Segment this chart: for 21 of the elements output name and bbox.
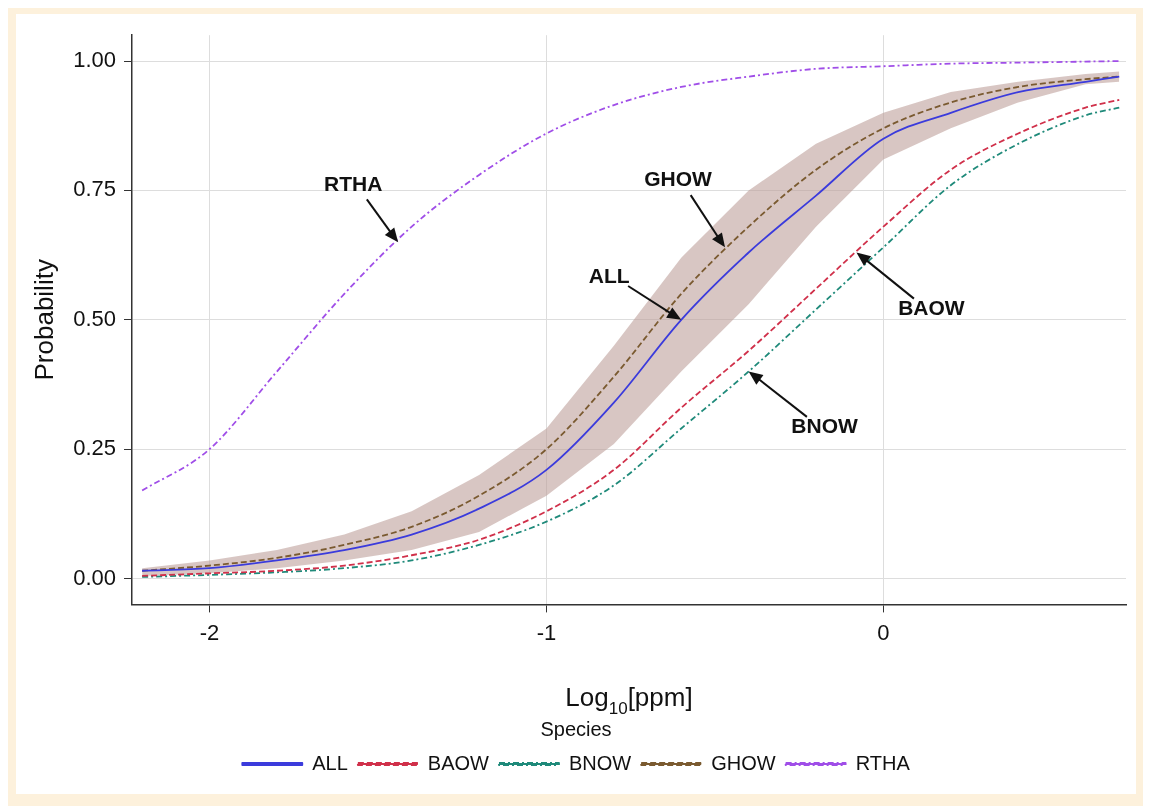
x-tick-label: 0 <box>877 619 890 645</box>
y-tick-label: 1.00 <box>73 47 117 73</box>
legend-title: Species <box>540 717 612 740</box>
y-tick-label: 0.75 <box>73 176 117 202</box>
legend-label: BNOW <box>568 751 632 774</box>
y-tick-label: 0.25 <box>73 435 117 461</box>
legend-label: ALL <box>312 751 348 774</box>
x-tick-label: -1 <box>536 619 557 645</box>
annotation: BAOW <box>898 296 965 320</box>
legend-label: RTHA <box>855 751 911 774</box>
y-tick-label: 0.50 <box>73 305 117 331</box>
annotation: BNOW <box>791 414 859 438</box>
line-series <box>141 60 1121 492</box>
y-axis-title: Probability <box>28 259 59 381</box>
legend-label: BAOW <box>427 751 490 774</box>
annotation: RTHA <box>324 171 383 195</box>
x-tick-label: -2 <box>199 619 220 645</box>
y-tick-label: 0.00 <box>73 564 117 590</box>
legend-label: GHOW <box>711 751 776 774</box>
annotation: GHOW <box>644 167 713 191</box>
annotation: ALL <box>588 263 630 287</box>
